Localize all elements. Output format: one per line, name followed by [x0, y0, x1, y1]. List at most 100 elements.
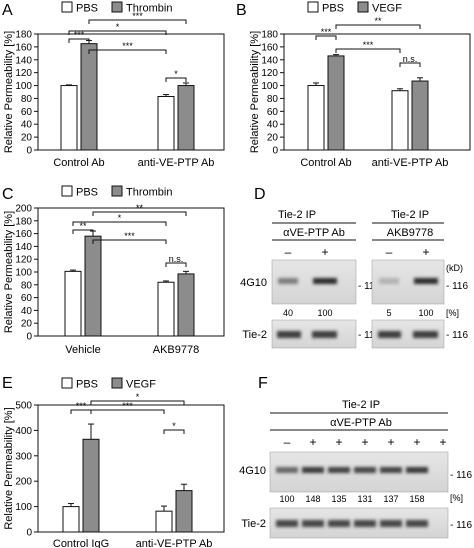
blot-d2-tie2-band-1: [378, 331, 401, 338]
chart-c-legend-swatch: [111, 185, 123, 197]
chart-a-ytick-label: 40: [21, 120, 33, 131]
chart-b-plot-frame: [283, 33, 471, 151]
chart-b-bar-pbs-2: [391, 90, 409, 151]
blot-f-4g10-band-3: [328, 467, 350, 473]
row-label-4g10-d: 4G10: [240, 277, 267, 289]
chart-a-sig-label: ***: [74, 30, 85, 40]
chart-a-sig-bracket: [165, 77, 187, 82]
chart-e-ytick-label: 300: [15, 451, 32, 462]
chart-a-ytick-label: 120: [15, 68, 32, 79]
row-label-tie2-d: Tie-2: [242, 329, 267, 341]
blot-f-4g10-band-5: [380, 467, 402, 473]
blot-d1-quant-2: 100: [317, 308, 332, 318]
panel-letter-e: E: [2, 375, 13, 392]
chart-c-sig-label: **: [79, 221, 87, 231]
blot-f-lane-5: +: [387, 435, 394, 449]
blot-d2-lane-2: +: [422, 245, 429, 259]
chart-e-legend-label: PBS: [76, 379, 98, 391]
chart-b-legend-label: VEGF: [372, 3, 402, 15]
blot-d2-4g10-band-2: [414, 278, 438, 284]
blot-f-4g10-band-2: [302, 467, 324, 473]
chart-e-sig-bracket: [163, 429, 185, 434]
chart-c-bar-pbs-2: [157, 281, 175, 337]
chart-b-category-label: Control Ab: [300, 157, 351, 169]
blot-f-quant-1: 100: [279, 494, 294, 504]
chart-e-legend-label: VEGF: [126, 379, 156, 391]
chart-e-plot-frame: [37, 404, 225, 533]
row-label-tie2-f: Tie-2: [241, 518, 266, 530]
blot-d1-subheader: αVE-PTP Ab: [283, 227, 345, 239]
chart-a-ytick-label: 60: [21, 107, 33, 118]
chart-b-sig-bracket: [335, 48, 401, 53]
chart-e-bar-pbs-2: [155, 510, 173, 533]
blot-d2-quant-2: 100: [418, 308, 433, 318]
row-label-4g10-f: 4G10: [239, 465, 266, 477]
blot-f-tie2-band-5: [380, 520, 402, 527]
chart-c-ytick-label: 60: [21, 293, 33, 304]
blot-d2-subheader: AKB9778: [387, 227, 433, 239]
chart-c-category-label: Vehicle: [65, 344, 100, 356]
chart-e-ytick-label: 400: [15, 426, 32, 437]
chart-a-sig-bracket: [68, 30, 167, 35]
chart-a-ytick-label: 20: [21, 133, 33, 144]
chart-c-ytick-label: 0: [26, 332, 32, 343]
chart-b-legend-swatch: [307, 1, 319, 13]
chart-b-ytick-label: 100: [261, 81, 278, 92]
blot-f-subheader: αVE-PTP Ab: [330, 417, 392, 429]
chart-b-sig-label: n.s.: [403, 54, 418, 64]
chart-c-sig-label: *: [118, 213, 122, 223]
quant-unit-d: [%]: [446, 308, 459, 318]
chart-a-sig-label: *: [116, 22, 120, 32]
chart-e-ytick-label: 200: [15, 477, 32, 488]
chart-c-ytick-label: 200: [15, 204, 32, 215]
chart-c-ytick-label: 120: [15, 255, 32, 266]
chart-e-category-label: anti-VE-PTP Ab: [136, 538, 213, 548]
blot-f-quant-5: 137: [383, 494, 398, 504]
chart-a-legend-label: PBS: [76, 3, 98, 15]
chart-c-ytick-label: 180: [15, 216, 32, 227]
chart-c-bar-pbs-1: [64, 270, 82, 337]
chart-a-sig-bracket: [88, 19, 187, 24]
blot-f-4g10-bands: [276, 467, 428, 473]
blot-f-4g10-band-1: [276, 467, 298, 473]
blot-f-lane-2: +: [309, 435, 316, 449]
chart-b-ytick-label: 60: [267, 107, 279, 118]
blot-d2-tie2-band-2: [413, 331, 438, 338]
chart-b-ytick-label: 80: [267, 94, 279, 105]
blot-f-header: Tie-2 IP: [342, 399, 380, 411]
chart-a-category-label: Control Ab: [53, 157, 104, 169]
chart-b-bar-pbs-1: [307, 85, 325, 151]
blot-f-quant-2: 148: [305, 494, 320, 504]
chart-c-sig-label: n.s.: [169, 254, 184, 264]
blot-f-4g10-band-4: [354, 467, 376, 473]
chart-a-legend-swatch: [61, 1, 73, 13]
chart-c-ytick-label: 80: [21, 280, 33, 291]
chart-e-sig-bracket: [90, 400, 185, 405]
chart-c-ytick-label: 100: [15, 268, 32, 279]
blot-f-lane-1: –: [284, 435, 291, 449]
blot-d1-quant-1: 40: [283, 308, 293, 318]
chart-c-ytick-label: 20: [21, 319, 33, 330]
chart-e-category-label: Control IgG: [53, 538, 109, 548]
quant-unit-f: [%]: [450, 493, 463, 503]
chart-a-legend-label: Thrombin: [126, 3, 172, 15]
chart-c-bar-thrombin-2: [177, 273, 195, 337]
chart-a-bar-pbs-2: [157, 96, 175, 151]
chart-c-category-label: AKB9778: [153, 344, 199, 356]
chart-b-ytick-label: 140: [261, 55, 278, 66]
chart-a-bar-pbs-1: [60, 85, 78, 151]
chart-c-sig-bracket: [92, 239, 167, 244]
panel-letter-f: F: [258, 375, 268, 392]
blot-d1-lane-2: +: [321, 245, 328, 259]
chart-e-bar-vegf-2: [175, 490, 193, 533]
blot-f-lane-3: +: [335, 435, 342, 449]
chart-a-legend-swatch: [111, 1, 123, 13]
chart-a-ytick-label: 160: [15, 42, 32, 53]
chart-a-ytick-label: 180: [15, 30, 32, 41]
chart-c-legend-label: Thrombin: [126, 187, 172, 199]
blot-f-lane-labels: – + + + + + +: [284, 435, 447, 449]
chart-c-ytick-label: 140: [15, 242, 32, 253]
